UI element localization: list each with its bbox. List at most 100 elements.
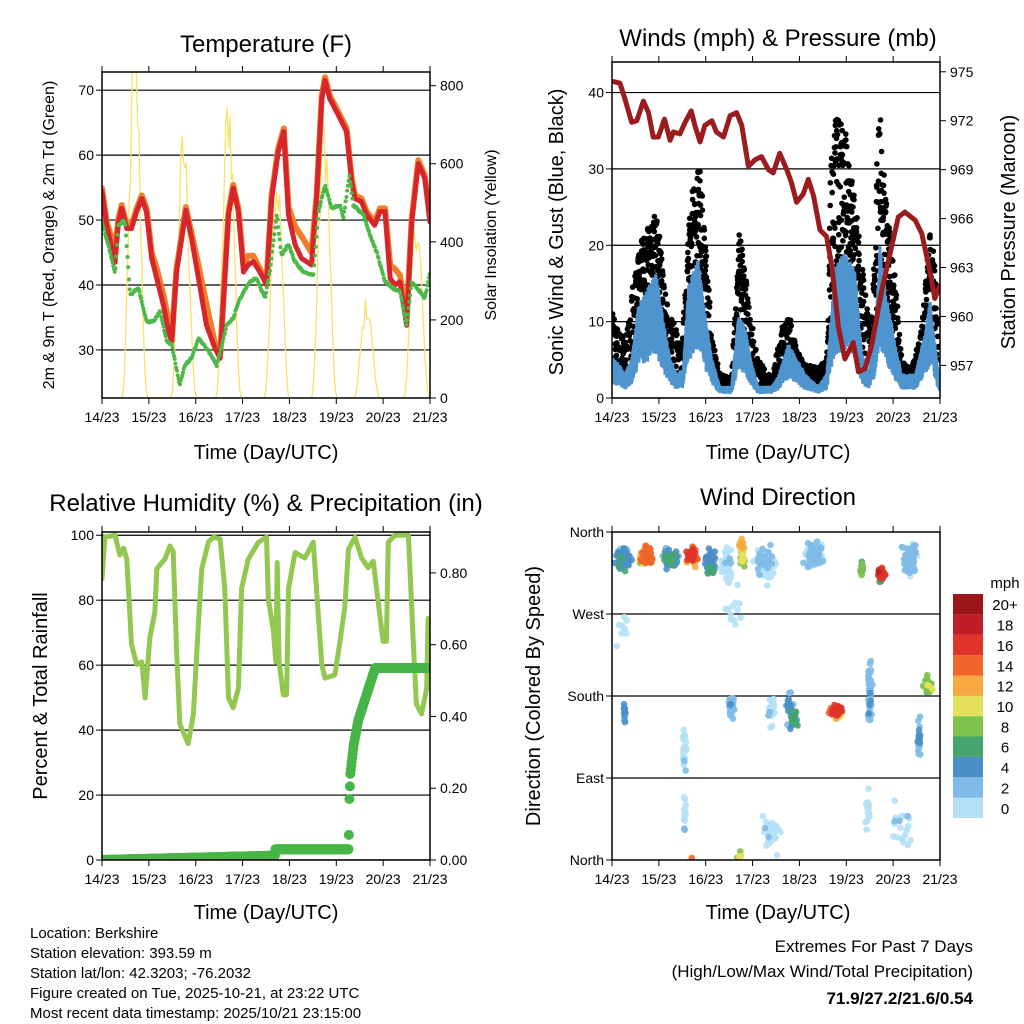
direction-point: [616, 553, 624, 561]
direction-point: [866, 689, 874, 697]
gust-point: [787, 317, 794, 324]
direction-point: [661, 556, 668, 564]
precipitation-point: [344, 794, 355, 804]
y-tick-label: 100: [71, 527, 95, 543]
legend-swatch: [953, 736, 983, 757]
dewpoint-point: [169, 342, 174, 347]
y-right-tick-label: 600: [440, 156, 464, 172]
y-right-tick-label: 975: [950, 64, 974, 80]
gust-point: [705, 312, 712, 319]
dewpoint-point: [271, 238, 276, 243]
dewpoint-point: [141, 306, 146, 311]
gust-point: [852, 245, 859, 252]
x-tick-label: 19/23: [829, 871, 864, 887]
legend-swatch: [953, 634, 983, 656]
gust-point: [838, 244, 845, 250]
y-tick-label: 60: [78, 147, 94, 163]
x-tick-label: 18/23: [272, 409, 307, 425]
direction-point: [638, 558, 645, 565]
gust-point: [867, 326, 874, 332]
direction-point: [681, 813, 688, 820]
gust-point: [833, 144, 839, 150]
direction-point: [764, 574, 772, 581]
gust-point: [849, 209, 855, 215]
dewpoint-point: [216, 358, 221, 362]
gust-point: [872, 277, 878, 284]
legend-swatch: [953, 655, 983, 676]
dewpoint-point: [338, 203, 343, 208]
gust-point: [933, 305, 939, 312]
dewpoint-point: [158, 310, 163, 315]
dewpoint-point: [276, 231, 281, 236]
direction-point: [681, 731, 688, 739]
direction-point: [915, 717, 922, 724]
gust-point: [839, 152, 846, 158]
gust-point: [704, 278, 711, 285]
gust-point: [743, 278, 750, 285]
dewpoint-point: [220, 339, 225, 344]
plot-frame: [101, 71, 431, 399]
direction-point: [717, 564, 724, 571]
gust-point: [838, 121, 844, 127]
direction-point: [829, 707, 836, 715]
gust-point: [750, 338, 757, 345]
direction-point: [682, 738, 690, 746]
gust-point: [651, 228, 658, 235]
y-tick-label: 80: [78, 592, 94, 608]
dewpoint-point: [159, 314, 164, 319]
dewpoint-point: [312, 253, 317, 258]
direction-point: [917, 751, 924, 758]
figure-created: Figure created on Tue, 2025-10-21, at 23…: [30, 985, 360, 1002]
gust-point: [881, 190, 887, 196]
y-right-tick-label: 400: [440, 234, 464, 250]
direction-point: [680, 726, 687, 734]
dewpoint-point: [288, 246, 293, 251]
x-tick-label: 16/23: [688, 409, 723, 425]
dewpoint-point: [142, 309, 146, 314]
dewpoint-point: [276, 225, 281, 230]
direction-point: [680, 757, 688, 764]
x-tick-label: 15/23: [131, 409, 166, 425]
direction-point: [729, 602, 736, 610]
direction-point: [768, 560, 776, 567]
direction-point: [649, 555, 656, 563]
temperature-ylabel: 2m & 9m T (Red, Orange) & 2m Td (Green): [41, 81, 58, 390]
legend-label: 14: [997, 658, 1014, 675]
dewpoint-point: [290, 252, 295, 257]
y-tick-label: 30: [78, 342, 94, 358]
y-right-tick-label: 972: [950, 113, 974, 129]
x-tick-label: 21/23: [922, 409, 957, 425]
x-tick-label: 18/23: [782, 409, 817, 425]
direction-point: [722, 559, 729, 567]
gust-point: [840, 211, 847, 217]
dewpoint-point: [180, 373, 185, 378]
direction-point: [739, 555, 746, 562]
direction-point: [734, 606, 741, 613]
direction-point: [769, 819, 776, 827]
wind-direction-plot: 14/23 15/23 16/23 17/23 18/23 19/23 20/23 21/23…: [567, 524, 957, 887]
gust-point: [864, 311, 871, 317]
y-tick-label: North: [570, 852, 604, 868]
legend-swatch: [953, 716, 983, 737]
x-tick-label: 15/23: [131, 871, 166, 887]
dewpoint-point: [408, 293, 413, 298]
direction-point: [613, 642, 621, 650]
gust-point: [734, 282, 741, 288]
dewpoint-point: [267, 268, 272, 273]
direction-point: [813, 538, 821, 545]
gust-point: [887, 279, 893, 286]
extremes-subtitle: (High/Low/Max Wind/Total Precipitation): [672, 962, 973, 981]
legend-swatch: [953, 777, 983, 798]
legend-swatch: [953, 675, 983, 696]
direction-point: [865, 785, 872, 793]
humidity-title: Relative Humidity (%) & Precipitation (i…: [49, 490, 482, 517]
legend-label: 16: [997, 638, 1014, 655]
gust-point: [746, 304, 752, 311]
gust-point: [657, 251, 664, 257]
gust-point: [892, 307, 898, 314]
dewpoint-point: [348, 180, 353, 185]
humidity-ylabel: Percent & Total Rainfall: [30, 592, 52, 800]
direction-point: [623, 630, 630, 637]
y-tick-label: East: [576, 770, 604, 786]
gust-point: [736, 291, 743, 298]
